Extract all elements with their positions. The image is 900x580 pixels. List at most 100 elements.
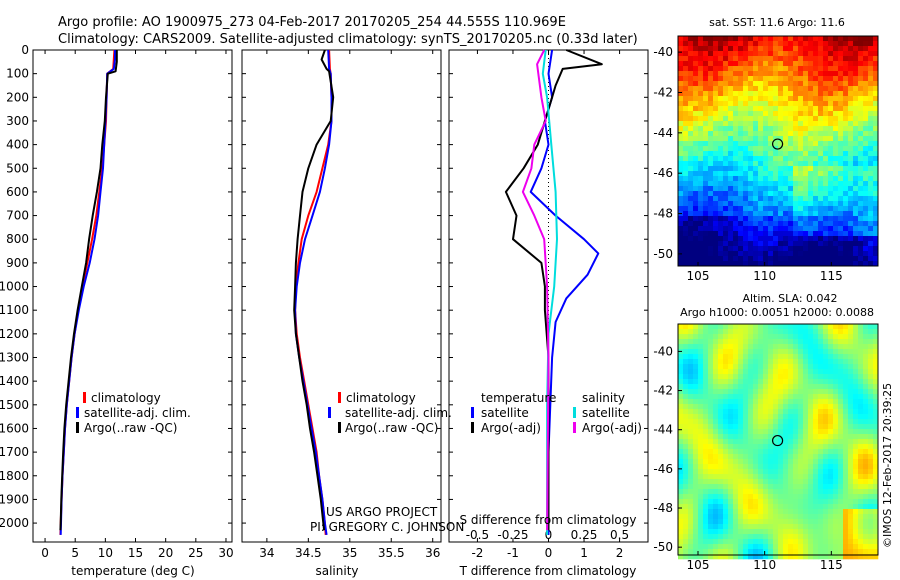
map-cell <box>793 479 799 485</box>
map-cell <box>753 191 759 197</box>
map-cell <box>808 369 814 375</box>
map-cell <box>808 354 814 360</box>
map-cell <box>853 71 859 77</box>
map-cell <box>713 539 719 545</box>
map-cell <box>838 324 844 330</box>
map-cell <box>873 101 879 107</box>
map-cell <box>753 141 759 147</box>
map-cell <box>808 539 814 545</box>
map-cell <box>708 464 714 470</box>
map-cell <box>813 146 819 152</box>
map-cell <box>753 354 759 360</box>
map-cell <box>868 181 874 187</box>
map-cell <box>773 236 779 242</box>
map-cell <box>763 479 769 485</box>
map-cell <box>838 251 844 257</box>
map-cell <box>718 261 724 267</box>
map-cell <box>713 241 719 247</box>
map-cell <box>743 494 749 500</box>
map-cell <box>773 191 779 197</box>
map-cell <box>798 116 804 122</box>
map-cell <box>723 504 729 510</box>
map-cell <box>728 151 734 157</box>
map-cell <box>838 549 844 555</box>
map-cell <box>698 231 704 237</box>
map-cell <box>733 484 739 490</box>
map-cell <box>813 379 819 385</box>
map-cell <box>793 221 799 227</box>
map-cell <box>703 191 709 197</box>
map-cell <box>718 469 724 475</box>
map-cell <box>793 131 799 137</box>
map-cell <box>833 429 839 435</box>
map-cell <box>703 186 709 192</box>
map-cell <box>813 61 819 67</box>
map-cell <box>733 221 739 227</box>
map-cell <box>763 251 769 257</box>
map-cell <box>858 151 864 157</box>
map-cell <box>743 111 749 117</box>
map-cell <box>788 261 794 267</box>
map-cell <box>778 236 784 242</box>
map-cell <box>783 444 789 450</box>
map-cell <box>708 246 714 252</box>
map-cell <box>708 146 714 152</box>
map-cell <box>708 256 714 262</box>
map-cell <box>683 519 689 525</box>
map-cell <box>843 404 849 410</box>
map-cell <box>723 236 729 242</box>
map-cell <box>728 474 734 480</box>
map-cell <box>833 434 839 440</box>
map-cell <box>848 41 854 47</box>
map-cell <box>818 414 824 420</box>
map-cell <box>863 261 869 267</box>
map-cell <box>798 444 804 450</box>
map-cell <box>728 246 734 252</box>
map-cell <box>868 186 874 192</box>
map-cell <box>738 434 744 440</box>
map-cell <box>818 51 824 57</box>
map-cell <box>823 236 829 242</box>
map-cell <box>738 474 744 480</box>
map-cell <box>738 519 744 525</box>
map-cell <box>853 449 859 455</box>
map-cell <box>803 231 809 237</box>
map-cell <box>843 419 849 425</box>
map-cell <box>768 484 774 490</box>
map-cell <box>768 81 774 87</box>
map-cell <box>828 439 834 445</box>
map-cell <box>838 414 844 420</box>
map-cell <box>738 186 744 192</box>
map-cell <box>783 136 789 142</box>
map-cell <box>828 101 834 107</box>
map-cell <box>708 399 714 405</box>
map-cell <box>798 384 804 390</box>
map-cell <box>713 364 719 370</box>
map-cell <box>753 459 759 465</box>
map-cell <box>873 529 879 535</box>
map-cell <box>858 549 864 555</box>
map-cell <box>823 141 829 147</box>
map-cell <box>833 369 839 375</box>
map-cell <box>758 489 764 495</box>
map-cell <box>748 51 754 57</box>
map-cell <box>728 524 734 530</box>
map-cell <box>863 544 869 550</box>
map-cell <box>818 374 824 380</box>
map-cell <box>753 106 759 112</box>
map-cell <box>808 136 814 142</box>
map-cell <box>853 101 859 107</box>
map-cell <box>748 354 754 360</box>
map-cell <box>813 359 819 365</box>
map-cell <box>788 404 794 410</box>
map-cell <box>858 221 864 227</box>
x2-tick-label: -0.25 <box>497 528 528 542</box>
map-cell <box>858 404 864 410</box>
map-cell <box>763 439 769 445</box>
map-cell <box>823 509 829 515</box>
map-cell <box>683 389 689 395</box>
map-cell <box>718 369 724 375</box>
map-cell <box>743 246 749 252</box>
map-cell <box>738 96 744 102</box>
map-cell <box>713 91 719 97</box>
